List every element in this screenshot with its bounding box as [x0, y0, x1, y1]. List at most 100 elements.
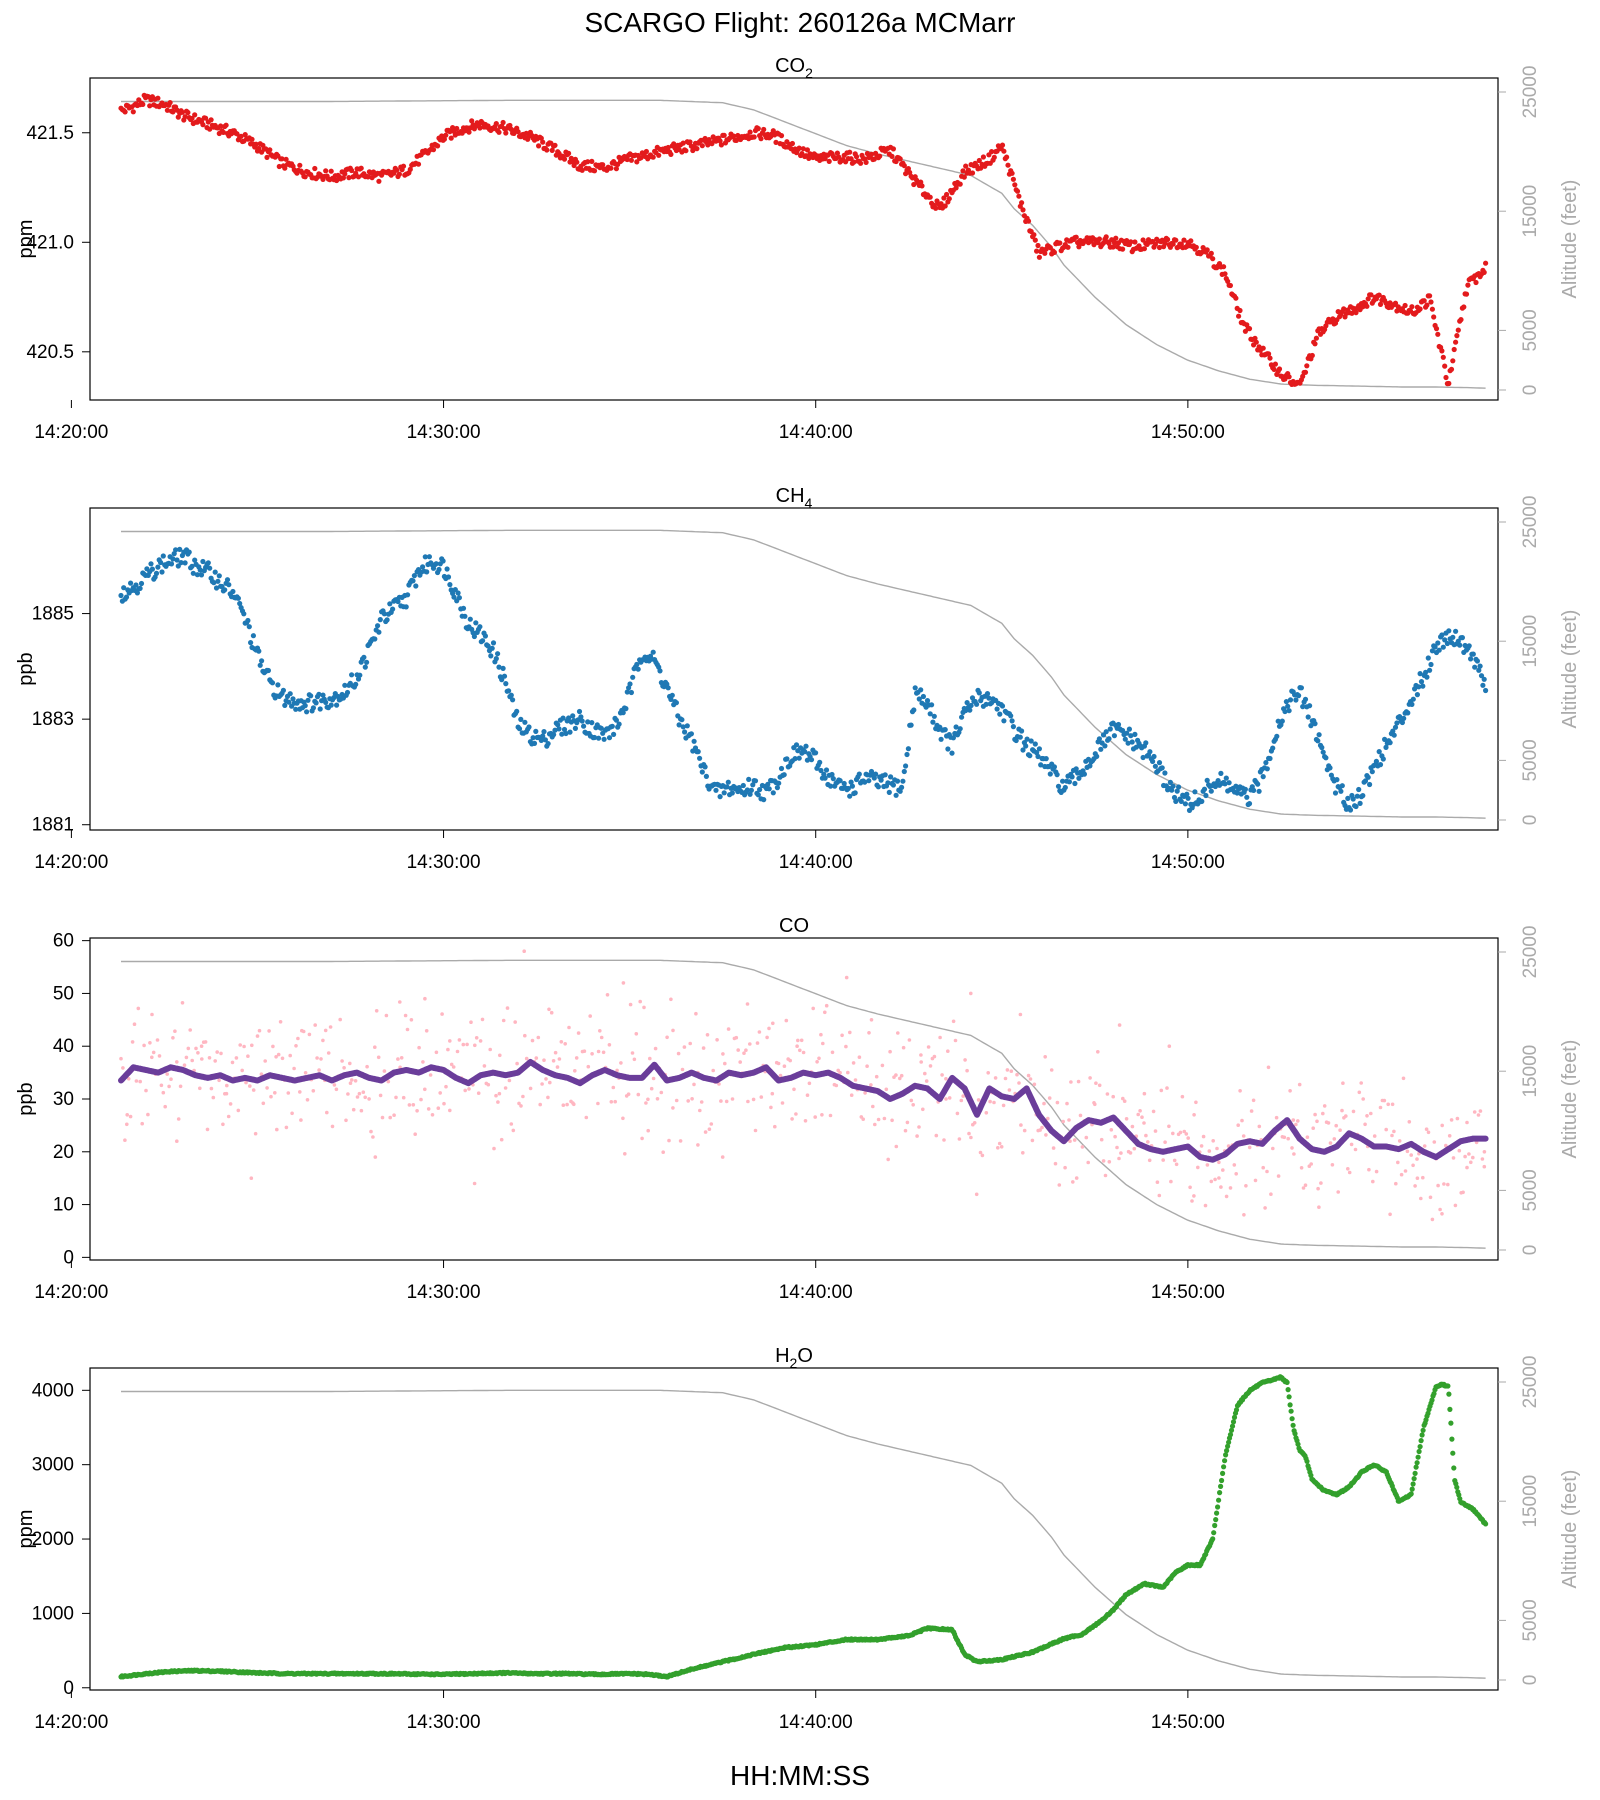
co2-point: [561, 156, 568, 162]
co2-point: [1446, 380, 1452, 387]
co-raw-point: [1472, 1110, 1477, 1114]
ch4-point: [882, 772, 888, 778]
co-raw-point: [821, 1041, 825, 1046]
ch4-point: [451, 594, 457, 600]
co2-point: [1032, 237, 1038, 243]
co-raw-point: [219, 1051, 223, 1056]
co2-point: [574, 159, 580, 165]
co-raw-point: [1253, 1178, 1258, 1183]
ch4-point: [1140, 754, 1146, 761]
ch4-point: [624, 689, 630, 695]
ch4-point: [1215, 778, 1221, 784]
ch4-point: [967, 707, 973, 713]
co-raw-point: [947, 1096, 952, 1100]
co2-point: [170, 109, 176, 115]
co-raw-point: [1455, 1116, 1460, 1121]
ch4-point: [682, 729, 688, 735]
ch4-point: [1263, 760, 1269, 766]
co-raw-point: [901, 1045, 906, 1050]
co-raw-point: [678, 1139, 683, 1143]
co-raw-point: [378, 1093, 383, 1098]
ch4-point: [559, 731, 565, 737]
co-raw-point: [1421, 1175, 1425, 1180]
ch4-point: [823, 767, 830, 773]
co-raw-point: [753, 1128, 758, 1133]
co-raw-point: [1146, 1140, 1150, 1144]
ch4-point: [579, 718, 585, 724]
ch4-point: [426, 554, 432, 560]
ch4-point: [589, 720, 595, 726]
ch4-point: [395, 598, 401, 605]
ch4-point: [153, 570, 160, 577]
co2-point: [1417, 306, 1423, 312]
ch4-point: [1444, 640, 1450, 647]
co2-point: [747, 129, 753, 135]
co2-point: [1368, 292, 1374, 298]
ch4-point: [591, 734, 598, 741]
altitude-tick-label: 0: [1520, 1675, 1541, 1686]
co2-point: [969, 170, 976, 176]
ch4-point: [598, 725, 604, 731]
panel-title-subscript: 4: [805, 495, 813, 511]
co2-point: [1427, 293, 1433, 299]
co-raw-point: [621, 1116, 625, 1121]
ch4-point: [241, 611, 247, 617]
co-raw-point: [1188, 1185, 1192, 1190]
co-raw-point: [1124, 1117, 1129, 1121]
co-raw-point: [355, 1095, 360, 1099]
ch4-point: [1455, 638, 1461, 644]
altitude-tick-label: 25000: [1520, 1356, 1541, 1409]
co-raw-point: [267, 1029, 271, 1033]
co2-point: [1300, 373, 1306, 379]
co-raw-point: [1265, 1169, 1269, 1174]
co-raw-point: [1401, 1076, 1406, 1081]
altitude-line: [121, 99, 1486, 389]
panel-title-main: CH: [776, 485, 805, 507]
h2o-point: [1218, 1483, 1224, 1489]
ch4-point: [744, 787, 751, 793]
co-raw-point: [1369, 1111, 1373, 1116]
co-raw-point: [915, 1134, 919, 1138]
co-raw-point: [584, 1115, 589, 1120]
co-raw-point: [1244, 1184, 1248, 1188]
ch4-point: [1362, 778, 1369, 784]
altitude-tick-label: 0: [1520, 815, 1541, 826]
ch4-point: [1019, 728, 1025, 734]
co-raw-outlier: [795, 1044, 799, 1048]
ch4-point: [1098, 746, 1104, 752]
co-raw-point: [1051, 1146, 1056, 1150]
co2-point: [911, 181, 917, 188]
ch4-point: [804, 757, 811, 763]
co2-point: [218, 123, 224, 129]
co-raw-point: [1122, 1099, 1127, 1103]
co-raw-point: [315, 1056, 319, 1060]
h2o-point: [1289, 1416, 1295, 1422]
ch4-point: [1226, 780, 1232, 786]
co2-point: [1364, 303, 1370, 309]
co2-point: [1222, 271, 1228, 277]
co2-point: [179, 109, 185, 115]
ch4-point: [983, 701, 989, 707]
co2-point: [1428, 299, 1434, 305]
co-raw-point: [1292, 1152, 1296, 1156]
co2-point: [1377, 301, 1384, 307]
ch4-point: [246, 624, 252, 630]
h2o-point: [1425, 1410, 1431, 1416]
ch4-point: [490, 640, 497, 646]
co-raw-point: [171, 1036, 175, 1040]
ch4-point: [1256, 788, 1262, 794]
co-raw-outlier: [944, 1097, 948, 1101]
co-raw-point: [121, 1066, 125, 1070]
ch4-point: [540, 733, 546, 739]
co-raw-point: [494, 1093, 498, 1098]
co-raw-point: [680, 1067, 685, 1072]
co-raw-point: [157, 1054, 162, 1058]
panel-frame-3: [89, 1367, 1499, 1691]
co2-point: [140, 101, 146, 107]
co-raw-point: [938, 1035, 942, 1040]
co-raw-point: [1119, 1151, 1123, 1155]
co-raw-point: [965, 1068, 969, 1073]
h2o-point: [1292, 1431, 1298, 1437]
co-raw-point: [215, 1050, 219, 1054]
y-tick-label: 1885: [32, 604, 74, 625]
